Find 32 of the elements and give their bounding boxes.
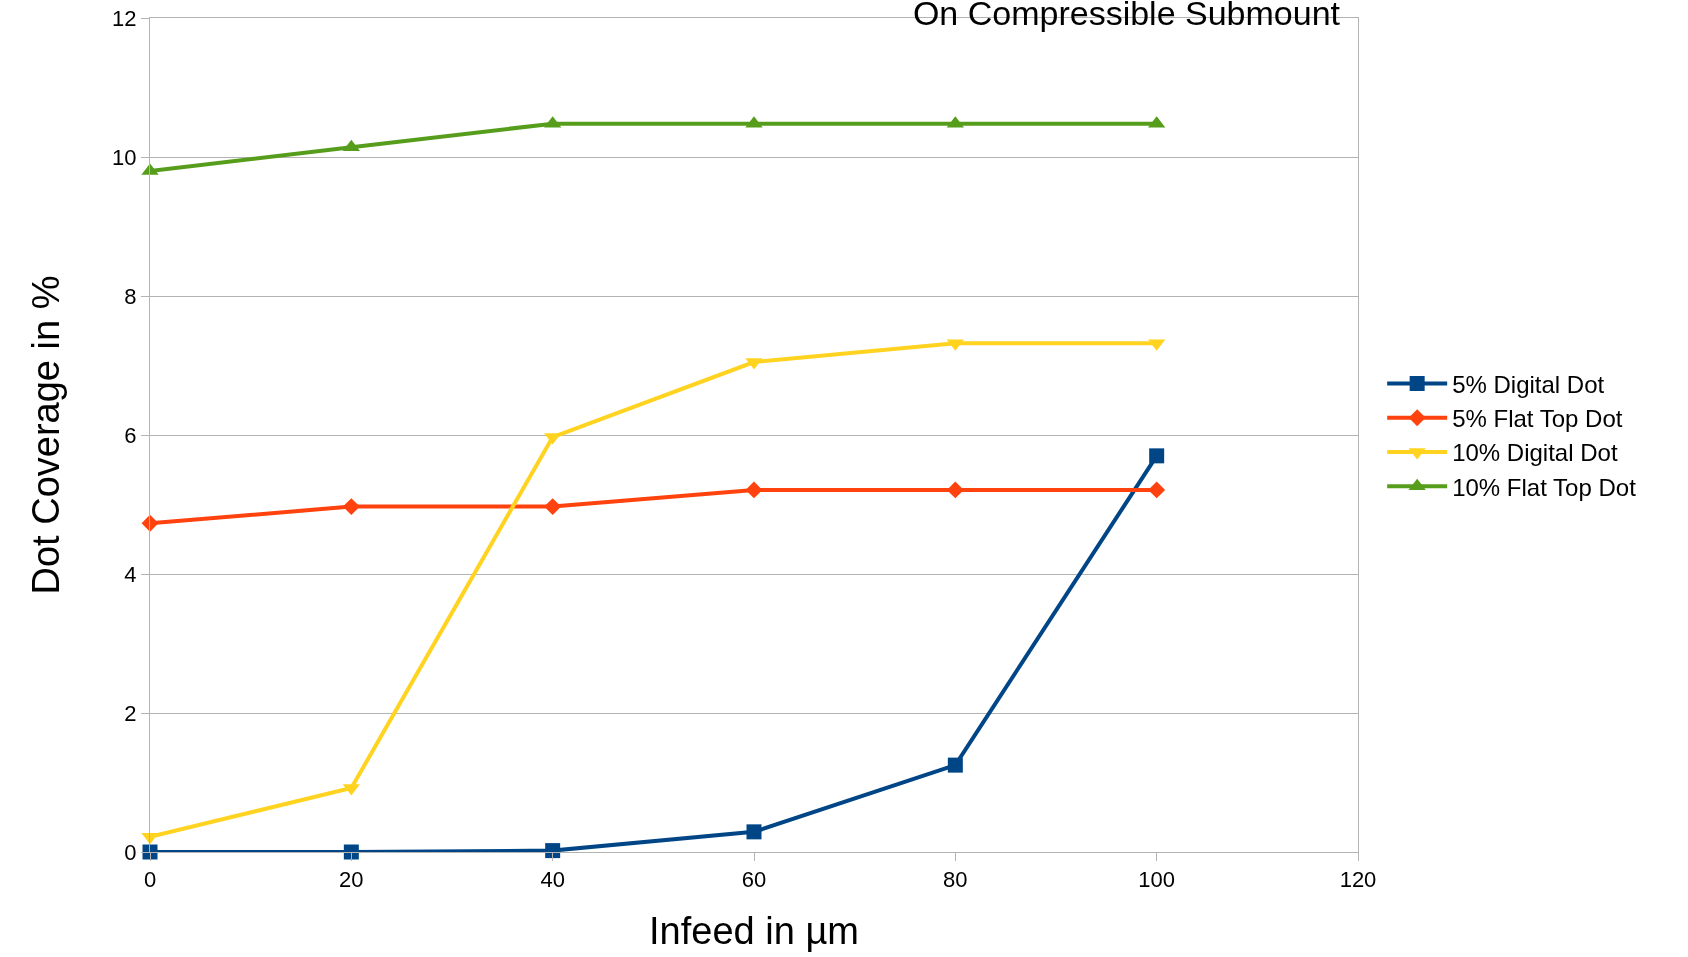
point	[342, 139, 360, 152]
y-tick-label: 6	[124, 422, 137, 448]
x-tick-label: 120	[1339, 867, 1377, 893]
x-tick-label: 0	[143, 867, 157, 893]
x-tick-label: 80	[943, 867, 968, 893]
y-tick-label: 4	[124, 561, 137, 587]
legend-label: 10% Digital Dot	[1452, 439, 1618, 467]
point	[343, 844, 359, 860]
x-tick-label: 40	[540, 867, 565, 893]
point	[545, 843, 561, 859]
legend-label: 10% Flat Top Dot	[1452, 473, 1637, 501]
legend-label: 5% Flat Top Dot	[1452, 405, 1623, 433]
x-tick-label: 100	[1138, 867, 1176, 893]
x-tick-label: 20	[339, 867, 364, 893]
chart-title: On Compressible Submount	[912, 0, 1341, 32]
y-tick-label: 8	[124, 283, 137, 309]
y-tick-label: 0	[124, 839, 137, 865]
point	[1149, 448, 1165, 464]
y-tick-label: 10	[112, 144, 137, 170]
point	[746, 824, 762, 840]
y-axis-title: Dot Coverage in %	[25, 275, 68, 595]
y-tick-label: 2	[124, 700, 137, 726]
point	[745, 481, 763, 499]
x-axis-title: Infeed in µm	[649, 909, 859, 952]
x-tick-label: 60	[741, 867, 767, 893]
legend-label: 5% Digital Dot	[1452, 370, 1605, 398]
point	[342, 498, 360, 516]
point	[1148, 481, 1166, 499]
y-tick-label: 12	[112, 5, 137, 31]
point	[544, 498, 562, 516]
point	[141, 514, 159, 532]
point	[947, 757, 963, 773]
